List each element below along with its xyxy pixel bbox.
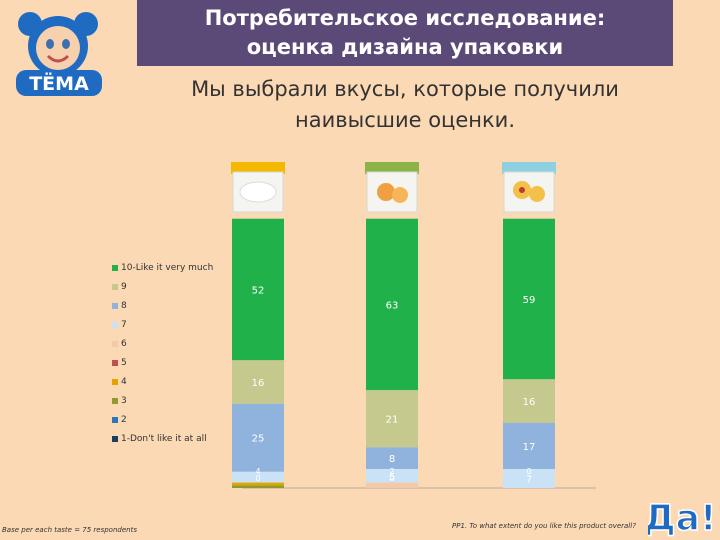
data-label: 0 xyxy=(389,474,394,483)
apricot-package-icon xyxy=(365,162,419,213)
peach-package-icon xyxy=(502,162,556,213)
legend-label: 1-Don't like it at all xyxy=(121,433,207,444)
logo-text: ТЁМА xyxy=(29,71,89,95)
data-label: 8 xyxy=(389,454,395,465)
legend-swatch xyxy=(112,264,118,271)
legend-swatch xyxy=(112,283,118,290)
bar-segment xyxy=(503,422,555,469)
legend-label: 3 xyxy=(121,395,127,406)
legend-swatch xyxy=(112,321,118,328)
bear-baby-logo-icon: ТЁМА xyxy=(16,12,102,96)
data-label: 25 xyxy=(252,434,265,445)
legend-label: 5 xyxy=(121,357,127,368)
chart-legend: 10-Like it very much 9 8 7 6 5 4 3 2 1-Don't like… xyxy=(112,258,232,448)
legend-swatch xyxy=(112,397,118,404)
bar-segment xyxy=(366,218,418,391)
header-title-box: Потребительское исследование: оценка диз… xyxy=(137,0,673,66)
subtitle: Мы выбрали вкусы, которые получили наивы… xyxy=(150,74,660,136)
data-label: 5 xyxy=(389,472,395,483)
subtitle-line1: Мы выбрали вкусы, которые получили xyxy=(191,77,619,101)
legend-item: 4 xyxy=(112,372,232,391)
legend-swatch xyxy=(112,378,118,385)
bar-segment xyxy=(232,471,284,483)
bar-segment xyxy=(232,485,284,488)
bar-segment xyxy=(232,218,284,361)
legend-item: 7 xyxy=(112,315,232,334)
legend-item: 3 xyxy=(112,391,232,410)
legend-label: 7 xyxy=(121,319,127,330)
da-logo-text: Да! xyxy=(648,498,716,538)
bar-segment xyxy=(366,482,418,488)
legend-swatch xyxy=(112,302,118,309)
footnote-question: PP1. To what extent do you like this pro… xyxy=(452,522,636,530)
legend-item: 2 xyxy=(112,410,232,429)
bar-segment xyxy=(232,403,284,472)
subtitle-line2: наивысшие оценки. xyxy=(294,108,515,132)
legend-label: 9 xyxy=(121,281,127,292)
bar-segment xyxy=(366,468,418,483)
header-title-line2: оценка дизайна упаковки xyxy=(246,35,564,59)
data-label: 16 xyxy=(523,397,536,408)
legend-swatch xyxy=(112,416,118,423)
bar-segment xyxy=(366,390,418,448)
legend-swatch xyxy=(112,359,118,366)
data-label: 63 xyxy=(386,300,399,311)
legend-swatch xyxy=(112,435,118,442)
data-label: 52 xyxy=(252,285,265,296)
bar-segment xyxy=(232,360,284,404)
legend-item: 8 xyxy=(112,296,232,315)
bar-segment xyxy=(366,447,418,469)
data-label: 4 xyxy=(255,467,260,476)
legend-item: 1-Don't like it at all xyxy=(112,429,232,448)
da-logo-icon: Да! xyxy=(648,497,716,538)
legend-item: 6 xyxy=(112,334,232,353)
legend-label: 2 xyxy=(121,414,127,425)
legend-label: 8 xyxy=(121,300,127,311)
legend-item: 9 xyxy=(112,277,232,296)
bar-segment xyxy=(503,468,555,488)
yogurt-package-icon xyxy=(231,162,285,213)
data-label: 7 xyxy=(526,474,532,485)
header-title-line1: Потребительское исследование: xyxy=(204,6,606,30)
data-label: 0 xyxy=(526,467,531,476)
bar-segment xyxy=(232,482,284,486)
data-label: 59 xyxy=(523,295,536,306)
data-label: 17 xyxy=(523,442,536,453)
data-label: 16 xyxy=(252,378,265,389)
data-label: 21 xyxy=(386,415,399,426)
legend-item: 5 xyxy=(112,353,232,372)
legend-label: 6 xyxy=(121,338,127,349)
footnote-base: Base per each taste = 75 respondents xyxy=(2,526,137,534)
legend-swatch xyxy=(112,340,118,347)
data-label: 2 xyxy=(389,467,394,476)
legend-item: 10-Like it very much xyxy=(112,258,232,277)
legend-label: 10-Like it very much xyxy=(121,262,214,273)
data-label: 0 xyxy=(255,474,260,483)
bar-segment xyxy=(503,379,555,423)
bar-segment xyxy=(503,218,555,380)
legend-label: 4 xyxy=(121,376,127,387)
